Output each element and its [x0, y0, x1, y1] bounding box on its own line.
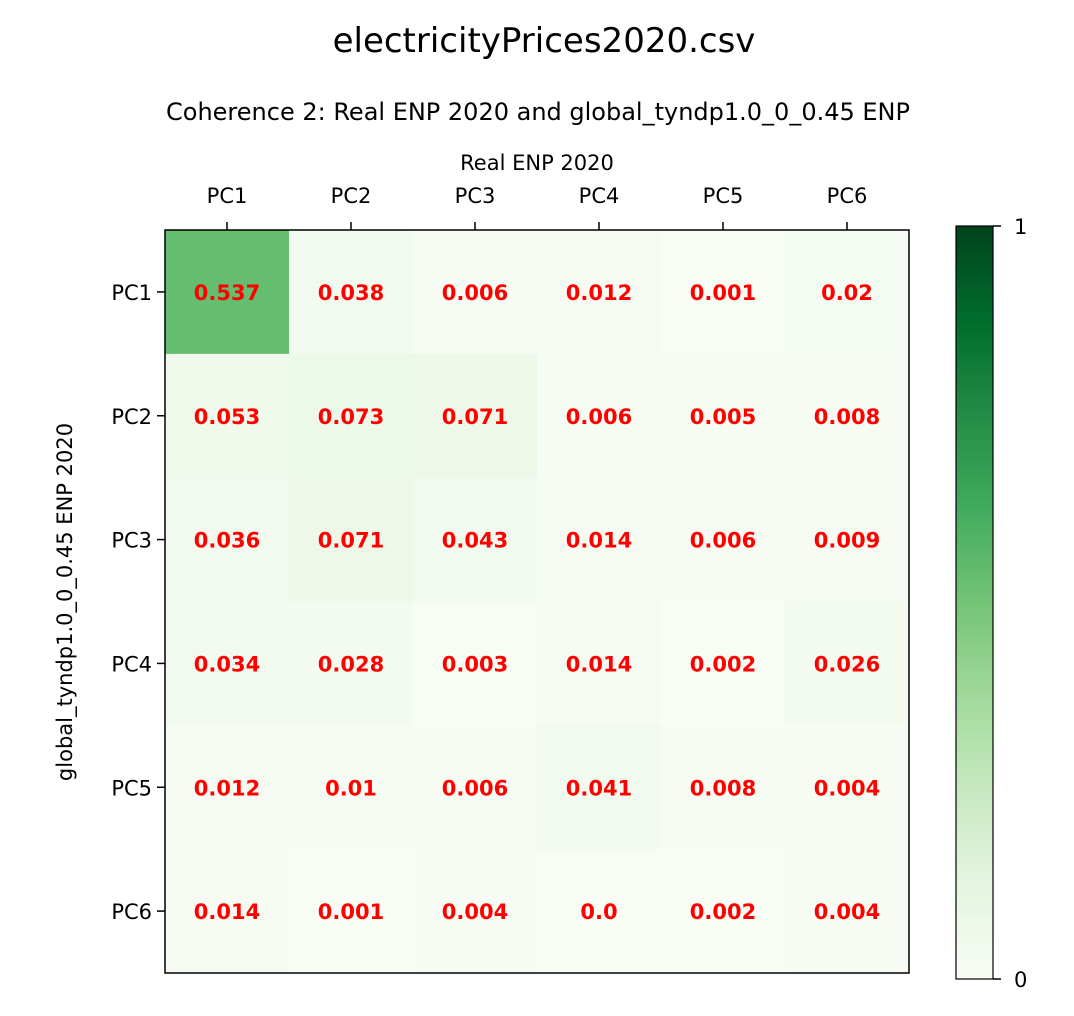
- cell-label-r5-c4: 0.041: [566, 776, 632, 800]
- colorbar-tick-label-1: 0: [1014, 968, 1027, 992]
- cell-label-r3-c1: 0.036: [194, 529, 260, 553]
- heatmap-cell-r5-c6: [785, 725, 910, 850]
- x-tick-label-3: PC3: [455, 184, 496, 208]
- heatmap-cell-r2-c6: [785, 353, 910, 479]
- x-tick-label-5: PC5: [703, 184, 744, 208]
- cell-label-r2-c5: 0.005: [690, 405, 756, 429]
- cell-label-r5-c6: 0.004: [814, 776, 880, 800]
- heatmap-cell-r3-c6: [785, 477, 910, 603]
- cell-label-r4-c3: 0.003: [442, 652, 508, 676]
- heatmap-cell-r3-c1: [165, 477, 290, 603]
- heatmap-cell-r2-c5: [661, 353, 786, 479]
- y-tick-label-1: PC1: [111, 281, 152, 305]
- cell-label-r5-c3: 0.006: [442, 776, 508, 800]
- y-axis-ticks: PC1 PC2 PC3 PC4 PC5 PC6: [111, 281, 165, 924]
- heatmap-cell-r1-c6: [785, 230, 910, 355]
- heatmap-cell-r4-c2: [289, 601, 414, 726]
- heatmap-cell-r2-c1: [165, 353, 290, 479]
- heatmap-cell-r1-c2: [289, 230, 414, 355]
- y-tick-label-3: PC3: [111, 529, 152, 553]
- heatmap-cell-r3-c3: [413, 477, 538, 603]
- cell-label-r3-c5: 0.006: [690, 529, 756, 553]
- cell-label-r4-c4: 0.014: [566, 652, 632, 676]
- x-tick-label-4: PC4: [579, 184, 620, 208]
- heatmap-cell-r4-c3: [413, 601, 538, 726]
- figure-suptitle: electricityPrices2020.csv: [333, 21, 756, 61]
- y-tick-label-2: PC2: [111, 405, 152, 429]
- x-axis-label: Real ENP 2020: [460, 151, 614, 175]
- heatmap-cell-r2-c2: [289, 353, 414, 479]
- heatmap-cell-r1-c3: [413, 230, 538, 355]
- heatmap-cell-r6-c1: [165, 849, 290, 974]
- heatmap-cell-r4-c1: [165, 601, 290, 726]
- cell-label-r6-c3: 0.004: [442, 900, 508, 924]
- cell-label-r4-c2: 0.028: [318, 652, 384, 676]
- x-tick-label-6: PC6: [827, 184, 868, 208]
- cell-label-r6-c1: 0.014: [194, 900, 260, 924]
- heatmap-cell-r5-c4: [537, 725, 662, 850]
- cell-label-r6-c6: 0.004: [814, 900, 880, 924]
- cell-label-r1-c4: 0.012: [566, 281, 632, 305]
- cell-label-r1-c3: 0.006: [442, 281, 508, 305]
- cell-label-r4-c1: 0.034: [194, 652, 260, 676]
- cell-label-r3-c6: 0.009: [814, 529, 880, 553]
- heatmap-cell-r4-c5: [661, 601, 786, 726]
- cell-label-r3-c3: 0.043: [442, 529, 508, 553]
- heatmap-cell-r5-c3: [413, 725, 538, 850]
- colorbar-tick-label-2: 1: [1014, 215, 1027, 239]
- cell-label-r5-c1: 0.012: [194, 776, 260, 800]
- cell-label-r3-c4: 0.014: [566, 529, 632, 553]
- heatmap-cell-r3-c2: [289, 477, 414, 603]
- heatmap-cell-r3-c5: [661, 477, 786, 603]
- heatmap-cell-r5-c2: [289, 725, 414, 850]
- cell-label-r1-c5: 0.001: [690, 281, 756, 305]
- heatmap-cell-r6-c6: [785, 849, 910, 974]
- chart-title: Coherence 2: Real ENP 2020 and global_ty…: [166, 98, 910, 126]
- heatmap-cell-r4-c4: [537, 601, 662, 726]
- heatmap-cells: [165, 230, 910, 974]
- plot-frame: [164, 229, 910, 974]
- heatmap-cell-r1-c5: [661, 230, 786, 355]
- cell-label-r2-c1: 0.053: [194, 405, 260, 429]
- cell-label-r6-c2: 0.001: [318, 900, 384, 924]
- y-tick-label-6: PC6: [111, 900, 152, 924]
- x-tick-label-1: PC1: [207, 184, 248, 208]
- y-axis-label: global_tyndp1.0_0_0.45 ENP 2020: [53, 423, 78, 781]
- heatmap-cell-r5-c5: [661, 725, 786, 850]
- heatmap-cell-r4-c6: [785, 601, 910, 726]
- cell-label-r2-c6: 0.008: [814, 405, 880, 429]
- cell-label-r6-c5: 0.002: [690, 900, 756, 924]
- cell-label-r1-c2: 0.038: [318, 281, 384, 305]
- heatmap-cell-r1-c1: [165, 230, 290, 355]
- cell-label-r3-c2: 0.071: [318, 529, 384, 553]
- heatmap-cell-r6-c4: [537, 849, 662, 974]
- x-axis-ticks: PC1 PC2 PC3 PC4 PC5 PC6: [207, 184, 868, 230]
- heatmap-cell-r3-c4: [537, 477, 662, 603]
- heatmap-cell-r1-c4: [537, 230, 662, 355]
- heatmap-cell-r5-c1: [165, 725, 290, 850]
- heatmap-cell-r6-c5: [661, 849, 786, 974]
- x-tick-label-2: PC2: [331, 184, 372, 208]
- heatmap-cell-r2-c4: [537, 353, 662, 479]
- cell-label-r6-c4: 0.0: [580, 900, 617, 924]
- y-tick-label-4: PC4: [111, 652, 152, 676]
- cell-label-r1-c6: 0.02: [821, 281, 873, 305]
- colorbar: [955, 225, 994, 980]
- cell-label-r5-c2: 0.01: [325, 776, 377, 800]
- heatmap-cell-r2-c3: [413, 353, 538, 479]
- cell-label-r2-c2: 0.073: [318, 405, 384, 429]
- colorbar-ticks: 01: [993, 215, 1027, 992]
- cell-label-r2-c4: 0.006: [566, 405, 632, 429]
- cell-label-r4-c6: 0.026: [814, 652, 880, 676]
- cell-labels: 0.537 0.038 0.006 0.012 0.001 0.02 0.053 0.073 0…: [194, 281, 880, 924]
- cell-label-r2-c3: 0.071: [442, 405, 508, 429]
- cell-label-r1-c1: 0.537: [194, 281, 260, 305]
- heatmap-cell-r6-c2: [289, 849, 414, 974]
- cell-label-r4-c5: 0.002: [690, 652, 756, 676]
- y-tick-label-5: PC5: [111, 776, 152, 800]
- heatmap-cell-r6-c3: [413, 849, 538, 974]
- cell-label-r5-c5: 0.008: [690, 776, 756, 800]
